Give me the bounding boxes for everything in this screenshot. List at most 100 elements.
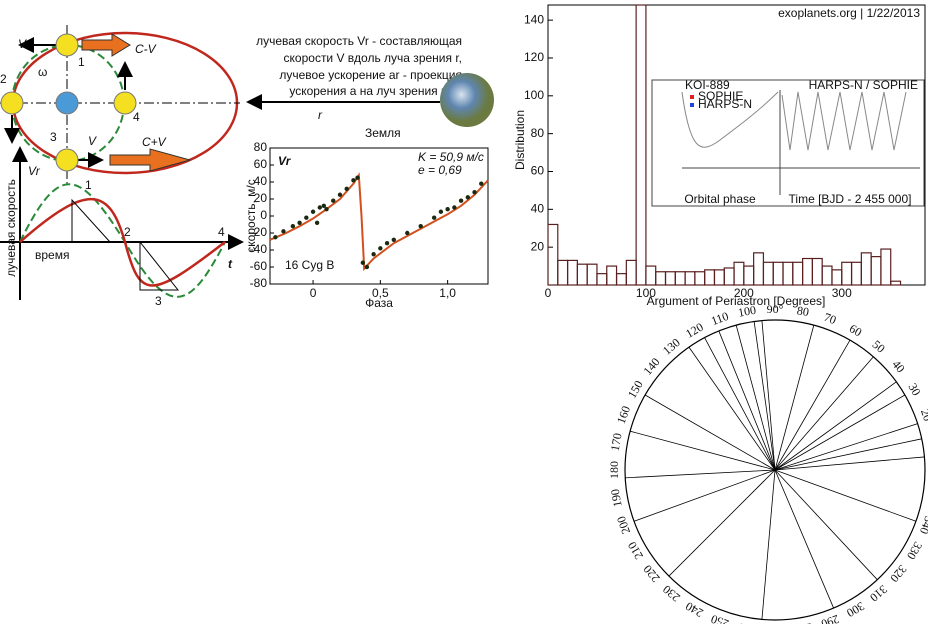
y-axis-label: Distribution — [513, 110, 527, 170]
wave-diagram: Vr лучевая скорость время t 1 2 3 4 — [0, 146, 244, 308]
x-axis-label: Argument of Periastron [Degrees] — [647, 294, 826, 308]
data-point — [321, 203, 327, 208]
angle-label: 150 — [625, 378, 646, 401]
angle-label: 90° — [767, 302, 784, 316]
annotation: K = 50,9 м/с — [418, 150, 484, 164]
angle-label: 250 — [709, 612, 731, 624]
note-line: лучевое ускорение ar - проекция — [279, 68, 462, 82]
y-tick-label: 80 — [531, 126, 545, 140]
label: 2 — [124, 225, 131, 239]
angle-label: 260 — [737, 620, 757, 624]
angle-label: 20 — [918, 407, 928, 423]
y-tick-label: -20 — [250, 225, 268, 239]
label: C+V — [142, 135, 167, 149]
spoke — [704, 337, 776, 471]
data-point — [360, 260, 366, 265]
data-point — [314, 220, 320, 225]
angle-label: 60 — [847, 321, 864, 339]
data-point — [344, 186, 349, 191]
inset-xlabel: Time [BJD - 2 455 000] — [789, 192, 912, 206]
spoke — [761, 469, 776, 620]
label: V — [88, 134, 97, 148]
data-point — [290, 224, 296, 229]
y-tick-label: 0 — [260, 208, 267, 222]
credit: exoplanets.org | 1/22/2013 — [778, 6, 920, 20]
spoke — [774, 469, 834, 609]
bar — [635, 4, 647, 286]
inset-title: HARPS-N / SOPHIE — [809, 78, 918, 92]
data-point — [378, 246, 383, 251]
data-point — [337, 192, 343, 197]
axis-label: t — [228, 257, 233, 271]
inset-title: KOI-889 — [685, 78, 730, 92]
angle-label: 240 — [683, 599, 706, 620]
data-point — [465, 195, 471, 200]
x-tick-label: 200 — [734, 286, 754, 300]
note-line: ускорения a на луч зрения r — [289, 84, 445, 98]
angle-label: 180 — [607, 461, 621, 479]
spoke — [774, 356, 874, 471]
x-tick-label: 0,5 — [372, 286, 389, 300]
axis-label: время — [35, 248, 69, 262]
label: 3 — [50, 130, 57, 144]
data-point — [418, 224, 423, 229]
angle-label: 40 — [889, 357, 907, 375]
axis-label: лучевая скорость — [4, 179, 18, 277]
x-tick-label: 1,0 — [439, 286, 456, 300]
label: ω — [38, 65, 47, 79]
legend-swatch — [690, 103, 694, 107]
spoke — [774, 423, 918, 471]
note: лучевая скорость Vr - составляющая скоро… — [246, 34, 494, 140]
inset-frame — [651, 79, 925, 207]
data-point — [438, 209, 444, 214]
angle-label: 80 — [796, 303, 810, 319]
data-point — [351, 178, 356, 183]
angle-label: 340 — [917, 514, 928, 536]
spoke — [774, 339, 851, 471]
angle-label: 200 — [614, 514, 633, 536]
spoke — [630, 430, 776, 471]
label: V — [18, 37, 27, 51]
x-tick-label: 0 — [310, 286, 317, 300]
y-tick-label: -40 — [250, 242, 268, 256]
label: 3 — [155, 294, 162, 308]
angle-label: 330 — [904, 539, 925, 562]
data-point — [472, 190, 477, 195]
spoke — [774, 394, 906, 471]
data-point — [445, 207, 450, 212]
angle-label: 190 — [608, 488, 625, 508]
spoke — [644, 394, 776, 471]
spoke — [761, 320, 776, 471]
angle-label: 10 — [926, 435, 928, 449]
spoke — [633, 469, 776, 522]
y-tick-label: 40 — [531, 201, 545, 215]
spoke — [668, 469, 776, 577]
data-point — [431, 215, 437, 220]
legend-swatch — [690, 95, 694, 99]
data-point — [458, 198, 464, 203]
x-tick-label: 300 — [832, 286, 852, 300]
data-point — [355, 175, 360, 180]
bar — [547, 223, 559, 286]
label: Vr — [28, 164, 41, 178]
label: r — [318, 108, 323, 122]
annotation: e = 0,69 — [418, 163, 462, 177]
angle-label: 100 — [737, 303, 757, 320]
label: Земля — [365, 126, 401, 140]
spoke — [774, 456, 925, 471]
data-point — [297, 220, 302, 225]
angle-label: 120 — [683, 320, 706, 341]
spoke — [774, 381, 897, 471]
data-point — [391, 237, 397, 242]
y-tick-label: -80 — [250, 276, 268, 290]
corner-label: Vr — [278, 154, 292, 168]
spoke — [688, 346, 776, 471]
y-tick-label: -60 — [250, 259, 268, 273]
spoke — [774, 469, 878, 580]
legend-label: HARPS-N — [698, 97, 752, 111]
polar-circle — [624, 319, 926, 621]
x-tick-label: 100 — [636, 286, 656, 300]
x-axis-label: Фаза — [365, 296, 393, 310]
data-point — [310, 209, 316, 214]
